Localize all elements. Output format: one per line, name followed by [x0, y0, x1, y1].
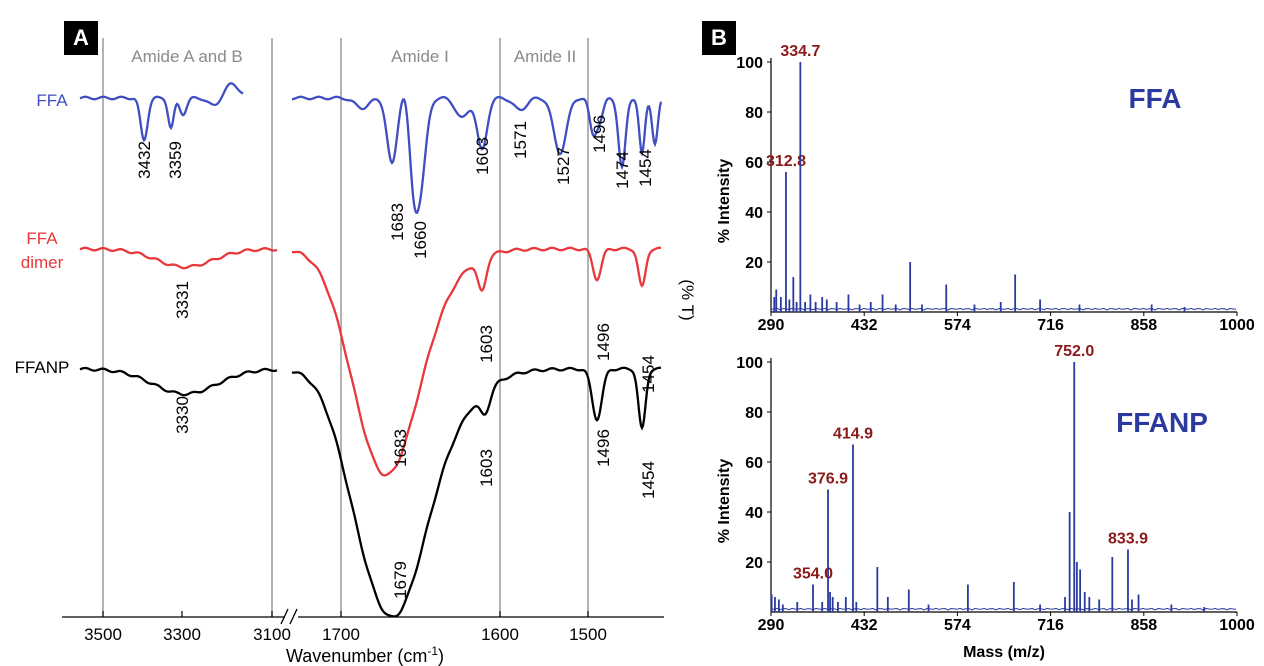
- x-tick-label: 3100: [253, 625, 291, 644]
- x-tick-label: 1000: [1219, 617, 1255, 634]
- region-label-3: Amide II: [514, 47, 576, 66]
- peak-label: 1660: [411, 221, 430, 259]
- peak-label: 1454: [639, 355, 658, 393]
- x-tick-label: 290: [758, 317, 785, 334]
- y-axis-label: % Intensity: [716, 159, 733, 244]
- x-tick-label: 574: [944, 617, 971, 634]
- axis-break-1: [280, 608, 289, 625]
- y-tick-label: 40: [745, 205, 763, 222]
- peak-label: 1603: [473, 137, 492, 175]
- peak-label: 376.9: [808, 471, 848, 488]
- panel-label-a: A: [64, 21, 98, 55]
- chart-title: FFANP: [1116, 407, 1208, 438]
- peak-label: 1454: [636, 149, 655, 187]
- peak-label: 1571: [511, 121, 530, 159]
- baseline-noise: [770, 607, 1237, 611]
- peak-label: 334.7: [780, 43, 820, 60]
- ms-chart-ffa: 20 40 60 80 100 290 432 574 716 858 1000 % Intensit…: [716, 43, 1255, 334]
- series-label: FFA: [26, 229, 58, 248]
- series-ffanp: FFANP 3330 1679 1603 1496 1454: [15, 358, 662, 618]
- spectrum-trace-right: [291, 95, 663, 215]
- spectrum-trace-left: [79, 246, 278, 270]
- panel-label-b: B: [702, 21, 736, 55]
- chart-title: FFA: [1129, 83, 1182, 114]
- peak-label: 1496: [594, 323, 613, 361]
- y-tick-label: 100: [736, 55, 763, 72]
- y-axis-label: (% T): [678, 279, 697, 320]
- axis-break-2: [289, 608, 298, 625]
- y-tick-label: 20: [745, 255, 763, 272]
- peak-label: 3331: [173, 281, 192, 319]
- x-tick-label: 290: [758, 617, 785, 634]
- peak-label: 1474: [613, 151, 632, 189]
- peak-label: 414.9: [833, 426, 873, 443]
- peak-label: 1683: [391, 429, 410, 467]
- x-tick-label: 716: [1037, 317, 1064, 334]
- x-axis-label: Wavenumber (cm-1): [286, 644, 444, 666]
- y-tick-label: 80: [745, 405, 763, 422]
- spectrum-trace-left: [79, 82, 244, 143]
- x-tick-label: 858: [1130, 617, 1157, 634]
- peak-label: 752.0: [1054, 343, 1094, 360]
- spectrum-trace-right: [291, 246, 662, 477]
- baseline-noise: [770, 307, 1237, 311]
- peak-label: 1527: [554, 147, 573, 185]
- x-tick-label: 1000: [1219, 317, 1255, 334]
- peak-label: 312.8: [766, 153, 806, 170]
- x-tick-label: 716: [1037, 617, 1064, 634]
- panel-a-ftir: Amide A and B Amide I Amide II 3500 3300 3100…: [15, 38, 697, 666]
- peak-label: 1496: [590, 115, 609, 153]
- peak-label: 1496: [594, 429, 613, 467]
- peak-label: 3432: [135, 141, 154, 179]
- x-axis-label: Mass (m/z): [963, 644, 1045, 661]
- x-tick-label: 3500: [84, 625, 122, 644]
- y-tick-label: 20: [745, 555, 763, 572]
- y-tick-label: 80: [745, 105, 763, 122]
- peak-label: 1603: [477, 325, 496, 363]
- region-label-2: Amide I: [391, 47, 449, 66]
- y-tick-label: 60: [745, 455, 763, 472]
- y-tick-label: 100: [736, 355, 763, 372]
- panel-b-ms: 20 40 60 80 100 290 432 574 716 858 1000 % Intensit…: [716, 43, 1255, 661]
- peak-label: 354.0: [793, 566, 833, 583]
- peak-label: 3330: [173, 396, 192, 434]
- peak-label: 3359: [166, 141, 185, 179]
- x-tick-label: 1600: [481, 625, 519, 644]
- peak-label: 1683: [388, 203, 407, 241]
- ms-chart-ffanp: 20 40 60 80 100 290 432 574 716 858 1000 % Intensit…: [716, 343, 1255, 661]
- peak-label: 1603: [477, 449, 496, 487]
- y-tick-label: 60: [745, 155, 763, 172]
- x-tick-label: 1500: [569, 625, 607, 644]
- spectrum-trace-left: [79, 366, 278, 397]
- x-tick-label: 432: [851, 617, 878, 634]
- x-tick-label: 858: [1130, 317, 1157, 334]
- x-tick-label: 432: [851, 317, 878, 334]
- peak-label: 1679: [391, 561, 410, 599]
- series-label: dimer: [21, 253, 64, 272]
- x-tick-label: 3300: [163, 625, 201, 644]
- y-tick-label: 40: [745, 505, 763, 522]
- x-tick-label: 574: [944, 317, 971, 334]
- y-axis-label: % Intensity: [716, 459, 733, 544]
- series-label: FFANP: [15, 358, 70, 377]
- peak-label: 1454: [639, 461, 658, 499]
- region-label-1: Amide A and B: [131, 47, 243, 66]
- spectrum-trace-right: [291, 366, 662, 618]
- series-ffa-dimer: FFA dimer 3331 1683 1603 1496 1454: [21, 229, 662, 477]
- peak-label: 833.9: [1108, 531, 1148, 548]
- x-tick-label: 1700: [322, 625, 360, 644]
- series-label: FFA: [36, 91, 68, 110]
